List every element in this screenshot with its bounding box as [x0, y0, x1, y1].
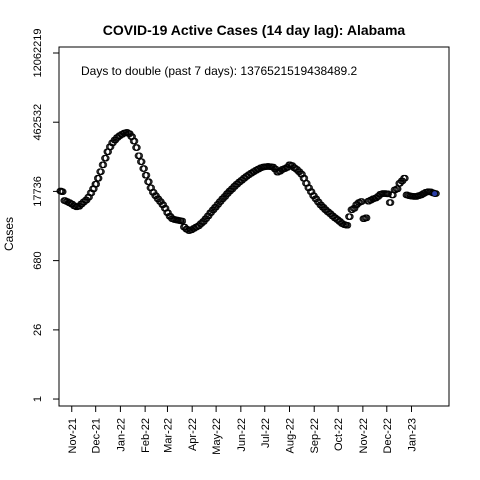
data-point	[134, 144, 141, 151]
data-point	[131, 137, 139, 145]
x-tick-label: Sep-22	[309, 418, 321, 453]
y-tick-label: 26	[32, 324, 44, 336]
data-point	[95, 174, 103, 182]
data-point	[363, 214, 371, 222]
data-point	[150, 189, 158, 196]
x-tick-label: Nov-22	[358, 418, 370, 453]
data-points	[56, 129, 440, 234]
x-axis: Nov-21 Dec-21 Jan-22 Feb-22 Mar-22 Apr-22 May-…	[67, 406, 419, 455]
data-point	[141, 165, 148, 172]
latest-data-point	[431, 190, 438, 197]
x-tick-label: Jun-22	[236, 418, 248, 452]
data-point	[387, 199, 395, 206]
data-point	[160, 201, 167, 208]
y-tick-label: 17736	[32, 176, 44, 207]
data-point	[98, 168, 105, 175]
data-point	[59, 188, 67, 195]
x-tick-label: Oct-22	[333, 418, 345, 451]
data-point	[347, 213, 354, 220]
data-point	[385, 190, 392, 198]
data-point	[100, 161, 108, 169]
data-point	[102, 154, 110, 162]
x-tick-label: Dec-21	[91, 418, 103, 453]
x-tick-label: May-22	[211, 418, 223, 455]
x-tick-label: Mar-22	[162, 418, 174, 453]
data-point	[138, 158, 146, 165]
x-tick-label: Jan-23	[407, 418, 419, 452]
y-tick-label: 680	[32, 251, 44, 269]
y-tick-label: 462532	[32, 104, 44, 141]
y-axis: 1 26 680 17736 462532 12062219	[32, 29, 59, 402]
data-point	[165, 209, 172, 217]
x-tick-label: Jul-22	[260, 418, 272, 448]
data-point	[358, 198, 366, 205]
y-tick-label: 1	[32, 396, 44, 402]
x-tick-label: Feb-22	[140, 418, 152, 453]
plot-frame	[58, 46, 450, 407]
x-tick-label: Apr-22	[187, 418, 199, 451]
data-point	[344, 221, 352, 229]
chart-title: COVID-19 Active Cases (14 day lag): Alab…	[103, 22, 406, 38]
y-tick-label: 12062219	[32, 29, 44, 78]
y-axis-label: Cases	[2, 217, 16, 251]
x-tick-label: Aug-22	[284, 418, 296, 453]
x-tick-label: Dec-22	[382, 418, 394, 453]
data-point	[351, 205, 359, 212]
x-tick-label: Jan-22	[115, 418, 127, 452]
data-point	[402, 174, 409, 182]
data-point	[143, 171, 151, 179]
doubling-annotation: Days to double (past 7 days): 1376521519…	[81, 64, 358, 78]
x-tick-label: Nov-21	[67, 418, 79, 453]
